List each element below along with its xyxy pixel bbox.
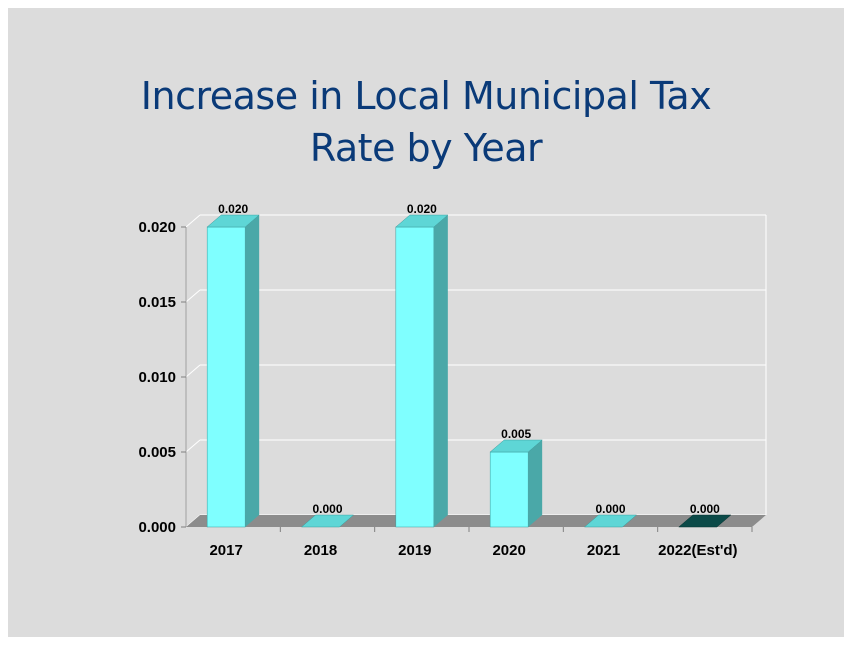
chart-floor — [186, 515, 766, 527]
bar-front-2017 — [206, 226, 246, 528]
side-gridline-2 — [185, 364, 201, 378]
bar-top-2022(Est'd) — [678, 514, 732, 528]
y-tick-label: 0.010 — [138, 369, 176, 386]
bar-top-2017 — [206, 214, 260, 228]
data-label-2020: 0.005 — [501, 427, 531, 441]
side-gridline-3 — [185, 289, 201, 303]
bar-top-2018 — [300, 514, 355, 528]
x-tick-label-2019: 2019 — [398, 542, 431, 559]
data-label-2019: 0.020 — [407, 202, 437, 216]
side-gridline-1 — [185, 439, 201, 453]
bar-top-2019 — [395, 214, 449, 228]
side-gridline-4 — [185, 214, 201, 228]
y-tick-label: 0.015 — [138, 294, 176, 311]
chart-title-line-2: Rate by Year — [309, 126, 543, 170]
x-tick-label-2020: 2020 — [492, 542, 525, 559]
x-tick-label-2018: 2018 — [304, 542, 337, 559]
bar-front-2020 — [489, 451, 529, 528]
bar-side-2020 — [528, 440, 543, 527]
data-label-2022(Est'd): 0.000 — [690, 502, 720, 516]
data-label-2017: 0.020 — [218, 202, 248, 216]
y-tick-label: 0.005 — [138, 444, 176, 461]
x-tick-label-2021: 2021 — [587, 542, 620, 559]
y-tick-label: 0.020 — [138, 219, 176, 236]
x-tick-label-2017: 2017 — [209, 542, 242, 559]
bar-top-2021 — [583, 514, 638, 528]
chart-title-line-1: Increase in Local Municipal Tax — [140, 74, 712, 118]
y-tick-label: 0.000 — [138, 519, 176, 536]
bar-side-2019 — [433, 215, 448, 527]
data-label-2021: 0.000 — [595, 502, 625, 516]
bar-side-2017 — [245, 215, 260, 527]
bar-front-2019 — [395, 226, 435, 528]
data-label-2018: 0.000 — [312, 502, 342, 516]
chart-title: Increase in Local Municipal Tax Rate by … — [8, 70, 844, 174]
bar-top-2020 — [489, 439, 543, 453]
x-tick-label-2022(Est'd): 2022(Est'd) — [658, 542, 737, 559]
